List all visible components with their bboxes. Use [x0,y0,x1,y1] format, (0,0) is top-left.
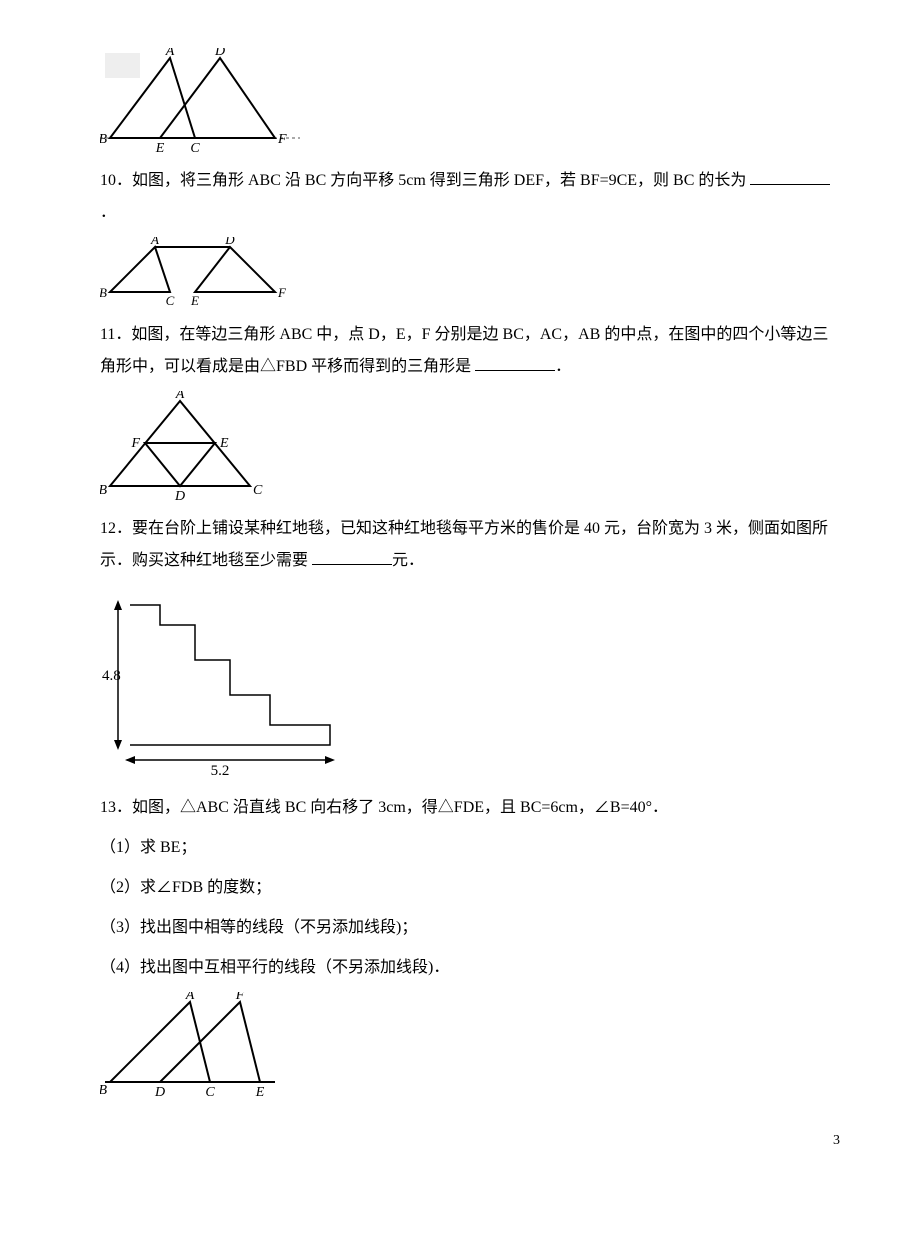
svg-text:B: B [100,483,107,498]
svg-text:E: E [255,1085,265,1097]
svg-text:A: A [185,992,195,1003]
q13-sub1: （1）求 BE； [100,832,840,864]
svg-text:4.8: 4.8 [102,668,121,684]
q12-figure: 4.8 5.2 [100,585,840,780]
q10-figure-bottom: A B C D E F [100,237,840,307]
svg-text:A: A [150,237,159,247]
svg-text:C: C [166,293,175,307]
q13-figure: A B C D E F [100,992,840,1097]
q13-sub4: （4）找出图中互相平行的线段（不另添加线段)． [100,952,840,984]
svg-text:D: D [214,48,225,59]
q11-figure: A B C D E F [100,391,840,501]
q12-after: 元． [392,552,424,569]
svg-text:A: A [175,391,185,402]
svg-text:C: C [190,141,200,153]
svg-text:C: C [253,483,263,498]
q12-blank [312,548,392,565]
q13-sub3: （3）找出图中相等的线段（不另添加线段)； [100,912,840,944]
q11-body: 11．如图，在等边三角形 ABC 中，点 D，E，F 分别是边 BC，AC，AB… [100,326,828,375]
q10-body: 10．如图，将三角形 ABC 沿 BC 方向平移 5cm 得到三角形 DEF，若… [100,172,746,189]
svg-text:B: B [100,1083,107,1097]
q11-after: ． [555,358,571,375]
svg-text:B: B [100,285,107,300]
q11-text: 11．如图，在等边三角形 ABC 中，点 D，E，F 分别是边 BC，AC，AB… [100,319,840,383]
page-number: 3 [100,1127,840,1155]
svg-text:F: F [235,992,245,1003]
svg-text:D: D [224,237,235,247]
q12-text: 12．要在台阶上铺设某种红地毯，已知这种红地毯每平方米的售价是 40 元，台阶宽… [100,513,840,577]
svg-text:5.2: 5.2 [211,763,230,779]
svg-text:F: F [277,285,287,300]
svg-text:E: E [190,293,199,307]
q10-text: 10．如图，将三角形 ABC 沿 BC 方向平移 5cm 得到三角形 DEF，若… [100,165,840,229]
q13-sub2: （2）求∠FDB 的度数； [100,872,840,904]
q10-after: ． [100,204,116,221]
svg-text:E: E [219,436,229,451]
svg-text:F: F [130,436,140,451]
svg-text:A: A [165,48,175,59]
svg-text:B: B [100,132,107,147]
svg-text:F: F [277,132,287,147]
q10-figure-top: A B C D E F [100,48,840,153]
svg-text:C: C [205,1085,215,1097]
svg-text:D: D [174,489,185,501]
q13-text: 13．如图，△ABC 沿直线 BC 向右移了 3cm，得△FDE，且 BC=6c… [100,792,840,824]
q11-blank [475,354,555,371]
svg-text:E: E [155,141,165,153]
q12-body: 12．要在台阶上铺设某种红地毯，已知这种红地毯每平方米的售价是 40 元，台阶宽… [100,520,828,569]
q10-blank [750,168,830,185]
q13-body: 13．如图，△ABC 沿直线 BC 向右移了 3cm，得△FDE，且 BC=6c… [100,799,668,816]
svg-text:D: D [154,1085,165,1097]
